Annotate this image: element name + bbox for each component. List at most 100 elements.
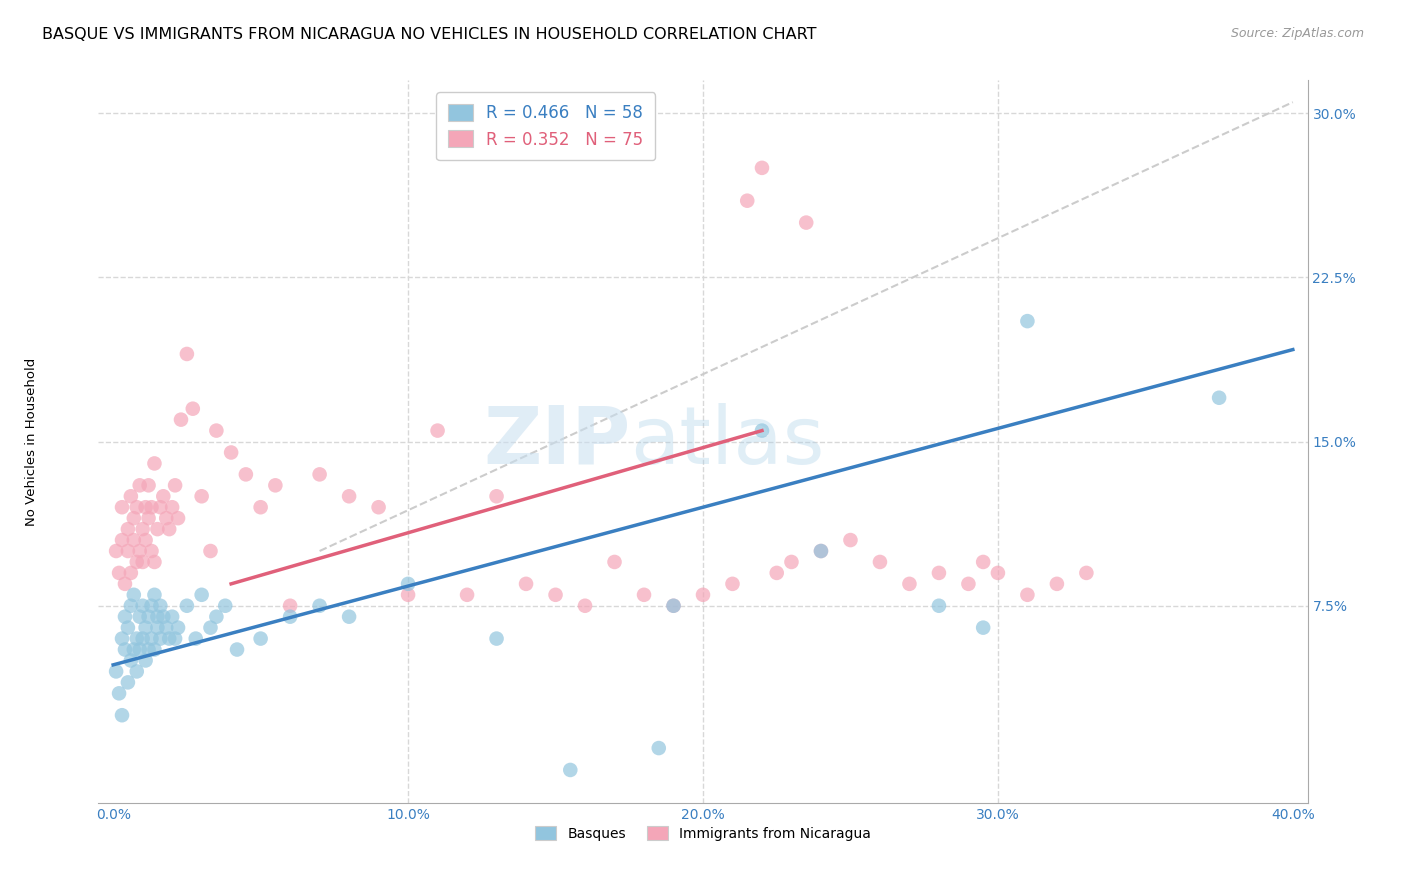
Point bbox=[1076, 566, 1098, 580]
Point bbox=[141, 599, 163, 613]
Point bbox=[810, 544, 832, 558]
Point bbox=[149, 632, 172, 646]
Point bbox=[114, 609, 136, 624]
Point bbox=[128, 544, 150, 558]
Point bbox=[560, 763, 582, 777]
Point bbox=[456, 588, 478, 602]
Point bbox=[114, 642, 136, 657]
Point bbox=[308, 467, 330, 482]
Point bbox=[278, 599, 301, 613]
Point bbox=[135, 533, 157, 547]
Point bbox=[721, 577, 744, 591]
Point bbox=[249, 500, 271, 515]
Text: Source: ZipAtlas.com: Source: ZipAtlas.com bbox=[1230, 27, 1364, 40]
Point bbox=[120, 599, 142, 613]
Point bbox=[603, 555, 626, 569]
Point bbox=[117, 544, 139, 558]
Point bbox=[128, 609, 150, 624]
Point bbox=[249, 632, 271, 646]
Point bbox=[957, 577, 980, 591]
Point bbox=[120, 566, 142, 580]
Point bbox=[122, 511, 145, 525]
Point bbox=[122, 588, 145, 602]
Point bbox=[160, 609, 183, 624]
Point bbox=[105, 665, 128, 679]
Point bbox=[131, 522, 153, 536]
Point bbox=[765, 566, 787, 580]
Point bbox=[152, 609, 174, 624]
Point bbox=[780, 555, 803, 569]
Point bbox=[128, 642, 150, 657]
Point bbox=[205, 609, 228, 624]
Point bbox=[485, 632, 508, 646]
Point bbox=[214, 599, 236, 613]
Point bbox=[117, 522, 139, 536]
Point bbox=[264, 478, 287, 492]
Point bbox=[146, 621, 169, 635]
Point bbox=[160, 500, 183, 515]
Point bbox=[125, 500, 148, 515]
Point bbox=[337, 609, 360, 624]
Point bbox=[692, 588, 714, 602]
Point bbox=[176, 347, 198, 361]
Point bbox=[149, 500, 172, 515]
Point bbox=[146, 609, 169, 624]
Point bbox=[117, 675, 139, 690]
Point bbox=[141, 632, 163, 646]
Point bbox=[135, 653, 157, 667]
Point bbox=[105, 544, 128, 558]
Point bbox=[122, 533, 145, 547]
Point bbox=[869, 555, 891, 569]
Text: BASQUE VS IMMIGRANTS FROM NICARAGUA NO VEHICLES IN HOUSEHOLD CORRELATION CHART: BASQUE VS IMMIGRANTS FROM NICARAGUA NO V… bbox=[42, 27, 817, 42]
Text: atlas: atlas bbox=[630, 402, 825, 481]
Point bbox=[485, 489, 508, 503]
Point bbox=[149, 599, 172, 613]
Point bbox=[337, 489, 360, 503]
Point bbox=[111, 708, 134, 723]
Point bbox=[987, 566, 1010, 580]
Point bbox=[1046, 577, 1069, 591]
Point bbox=[190, 489, 212, 503]
Point bbox=[111, 632, 134, 646]
Point bbox=[972, 555, 994, 569]
Point bbox=[751, 161, 773, 175]
Point bbox=[200, 621, 222, 635]
Point bbox=[138, 642, 160, 657]
Point bbox=[972, 621, 994, 635]
Point bbox=[735, 194, 758, 208]
Point bbox=[108, 686, 131, 700]
Text: No Vehicles in Household: No Vehicles in Household bbox=[25, 358, 38, 525]
Point bbox=[141, 544, 163, 558]
Point bbox=[181, 401, 204, 416]
Point bbox=[751, 424, 773, 438]
Point bbox=[157, 522, 180, 536]
Point bbox=[152, 489, 174, 503]
Point bbox=[176, 599, 198, 613]
Point bbox=[1017, 588, 1039, 602]
Point bbox=[131, 632, 153, 646]
Point bbox=[120, 489, 142, 503]
Point bbox=[125, 555, 148, 569]
Point bbox=[226, 642, 249, 657]
Point bbox=[648, 741, 671, 756]
Point bbox=[143, 588, 166, 602]
Point bbox=[143, 642, 166, 657]
Point bbox=[111, 533, 134, 547]
Point bbox=[928, 566, 950, 580]
Point bbox=[146, 522, 169, 536]
Point bbox=[114, 577, 136, 591]
Point bbox=[108, 566, 131, 580]
Point bbox=[574, 599, 596, 613]
Point bbox=[278, 609, 301, 624]
Point bbox=[515, 577, 537, 591]
Point bbox=[633, 588, 655, 602]
Point bbox=[131, 599, 153, 613]
Point bbox=[155, 511, 177, 525]
Point bbox=[125, 665, 148, 679]
Point bbox=[200, 544, 222, 558]
Point bbox=[125, 632, 148, 646]
Point bbox=[235, 467, 257, 482]
Point bbox=[141, 500, 163, 515]
Point bbox=[157, 632, 180, 646]
Point bbox=[128, 478, 150, 492]
